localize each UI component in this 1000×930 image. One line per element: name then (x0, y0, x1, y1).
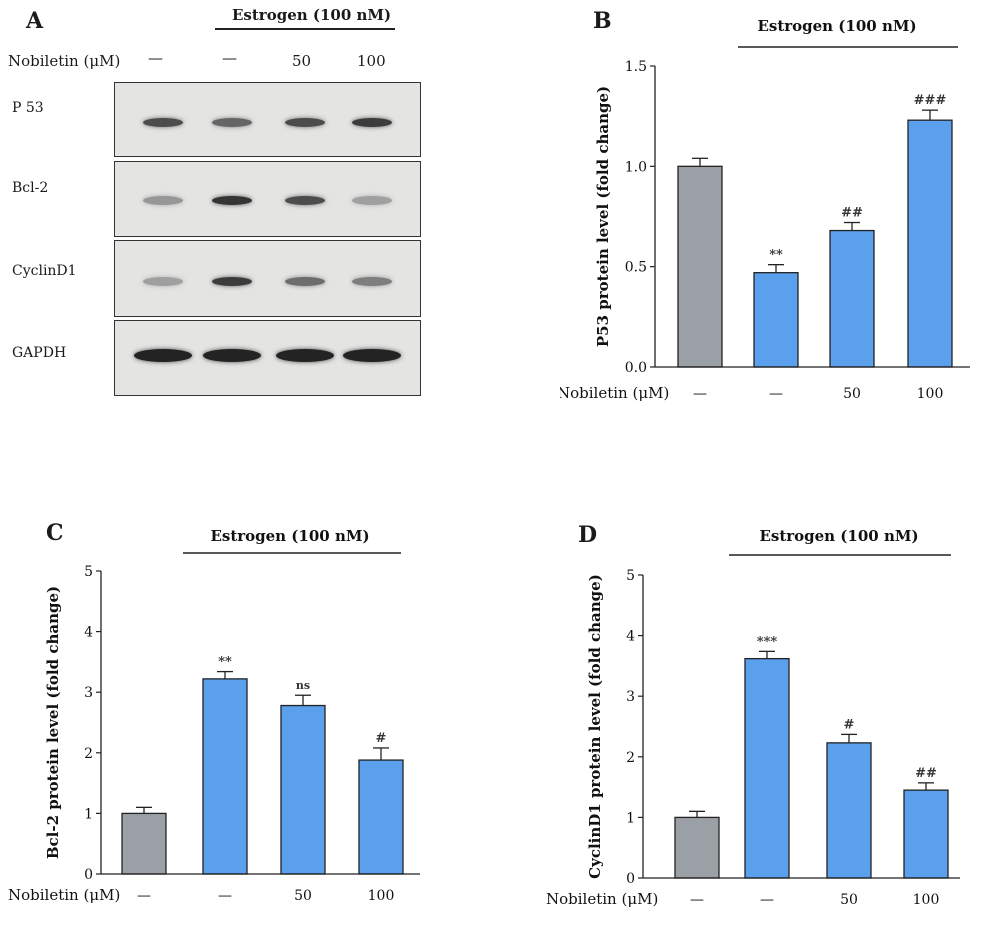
bar (753, 272, 799, 368)
blot-band (143, 195, 183, 205)
blot-label-bcl2: Bcl-2 (12, 180, 49, 196)
blot-band (276, 348, 334, 362)
x-category-label: — (690, 892, 704, 908)
y-tick-label: 3 (626, 689, 635, 705)
panel-letter-b: B (593, 8, 612, 34)
bar (674, 816, 720, 879)
blot-band (343, 348, 401, 362)
y-tick-label: 0.0 (625, 360, 647, 376)
nobiletin-label: Nobiletin (μM) (546, 890, 658, 908)
bar (903, 789, 949, 879)
bar (826, 742, 872, 879)
cyclind1-bar-chart: Estrogen (100 nM) 0 1 2 3 4 5 CyclinD1 protein … (546, 527, 960, 908)
bar (358, 759, 404, 875)
bar (829, 229, 875, 368)
x-category-label: 100 (368, 888, 395, 904)
x-category-label: 50 (840, 892, 858, 908)
panel-letter-c: C (46, 520, 64, 546)
x-category-label: — (137, 888, 151, 904)
estrogen-treatment-label-a: Estrogen (100 nM) (232, 6, 392, 24)
y-tick-label: 0 (84, 867, 93, 883)
bar (907, 119, 953, 368)
y-tick-label: 2 (626, 750, 635, 766)
blot-band (285, 117, 325, 127)
bar (280, 704, 326, 875)
y-tick-label: 2 (84, 746, 93, 762)
x-category-label: 50 (843, 386, 861, 402)
significance-label: ## (915, 766, 937, 781)
chart-title: Estrogen (100 nM) (759, 527, 918, 545)
chart-title: Estrogen (100 nM) (757, 17, 916, 35)
y-tick-label: 4 (626, 629, 635, 645)
blot-band (352, 195, 392, 205)
significance-label: ## (841, 206, 863, 221)
dose-label-a-2: — (222, 49, 237, 67)
y-tick-label: 1.5 (625, 59, 647, 75)
panel-letter-d: D (578, 522, 598, 548)
dose-label-a-4: 100 (357, 52, 386, 70)
bar (744, 657, 790, 879)
bcl2-chart-panel: C Estrogen (100 nM) 0 1 2 3 4 5 Bcl-2 protein l… (0, 510, 440, 920)
significance-label: ### (914, 93, 947, 108)
x-category-label: — (218, 888, 232, 904)
dose-label-a-1: — (148, 49, 163, 67)
blot-band (212, 276, 252, 286)
y-tick-label: 4 (84, 625, 93, 641)
blot-band (143, 117, 183, 127)
nobiletin-label: Nobiletin (μM) (560, 384, 669, 402)
cyclind1-chart-panel: D Estrogen (100 nM) 0 1 2 3 4 5 CyclinD1 protei… (540, 510, 990, 920)
x-category-label: — (760, 892, 774, 908)
bar (677, 165, 723, 368)
x-category-label: 100 (913, 892, 940, 908)
blot-label-p53: P 53 (12, 100, 44, 116)
blot-band (285, 276, 325, 286)
x-category-label: — (693, 386, 707, 402)
significance-label: ns (296, 679, 310, 692)
bar (202, 678, 248, 875)
y-tick-label: 5 (84, 564, 93, 580)
blot-band (203, 348, 261, 362)
y-tick-label: 5 (626, 568, 635, 584)
p53-bar-chart: Estrogen (100 nM) 0.0 0.5 1.0 1.5 P53 protein… (560, 17, 970, 402)
y-tick-label: 1 (84, 806, 93, 822)
blot-label-cyclind1: CyclinD1 (12, 263, 77, 279)
blot-label-gapdh: GAPDH (12, 345, 67, 361)
estrogen-bracket-line-a (215, 28, 395, 30)
y-tick-label: 1.0 (625, 159, 647, 175)
blot-band (352, 276, 392, 286)
y-tick-label: 0.5 (625, 260, 647, 276)
significance-label: # (844, 717, 855, 732)
x-category-label: — (769, 386, 783, 402)
p53-chart-panel: B Estrogen (100 nM) 0.0 0.5 1.0 1.5 P53 prote… (560, 8, 990, 408)
blot-band (143, 276, 183, 286)
y-axis-label: P53 protein level (fold change) (594, 86, 612, 347)
bar (121, 812, 167, 875)
blot-band (212, 195, 252, 205)
blot-band (212, 117, 252, 127)
nobiletin-label: Nobiletin (μM) (8, 886, 120, 904)
panel-letter-a: A (26, 8, 44, 34)
blot-band (134, 348, 192, 362)
blot-band (285, 195, 325, 205)
significance-label: ** (769, 248, 783, 263)
y-axis-label: Bcl-2 protein level (fold change) (44, 586, 62, 859)
y-tick-label: 0 (626, 871, 635, 887)
x-category-label: 50 (294, 888, 312, 904)
chart-title: Estrogen (100 nM) (210, 527, 369, 545)
bcl2-bar-chart: Estrogen (100 nM) 0 1 2 3 4 5 Bcl-2 protein lev… (8, 527, 420, 904)
x-category-label: 100 (917, 386, 944, 402)
y-tick-label: 1 (626, 810, 635, 826)
significance-label: # (376, 731, 387, 746)
significance-label: ** (218, 655, 232, 670)
blot-band (352, 117, 392, 127)
y-tick-label: 3 (84, 685, 93, 701)
nobiletin-label-a: Nobiletin (μM) (8, 52, 121, 70)
dose-label-a-3: 50 (292, 52, 312, 70)
significance-label: *** (757, 634, 778, 649)
y-axis-label: CyclinD1 protein level (fold change) (586, 574, 604, 879)
